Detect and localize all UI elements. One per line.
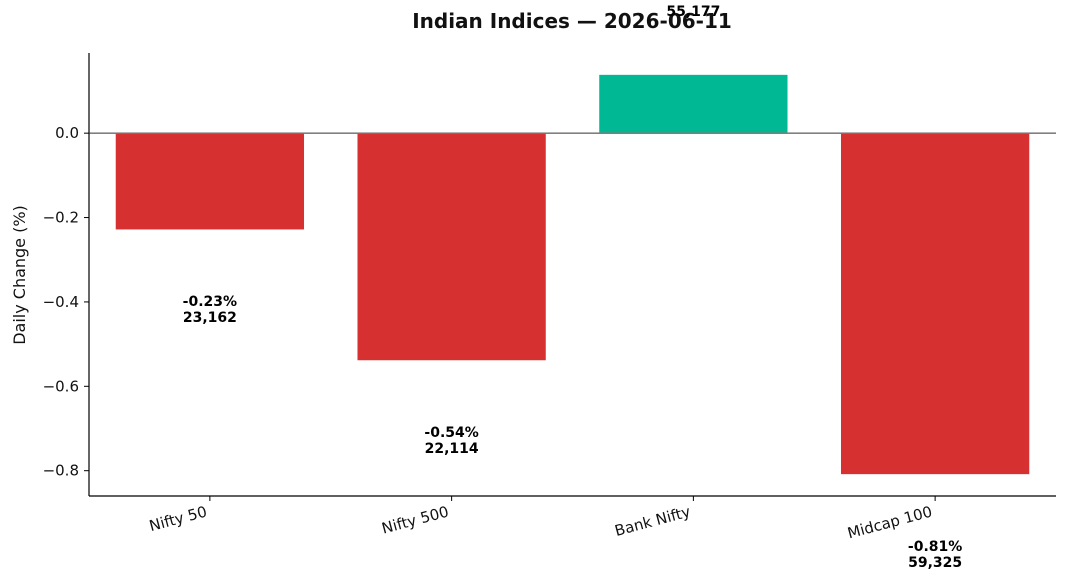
bar-nifty-50 <box>114 132 306 231</box>
y-axis-label: Daily Change (%) <box>10 205 29 345</box>
data-label-change: -0.23% <box>183 294 237 310</box>
data-label-change: +0.14% <box>663 0 723 4</box>
y-tick-label: −0.2 <box>43 209 79 227</box>
bar-midcap-100 <box>839 132 1031 476</box>
data-label-level: 55,177 <box>666 4 720 20</box>
y-tick-label: −0.6 <box>43 377 79 395</box>
bar-nifty-500 <box>355 132 548 362</box>
y-tick-label: −0.8 <box>43 462 79 480</box>
x-tick-label: Midcap 100 <box>845 502 934 542</box>
data-label-level: 23,162 <box>183 310 237 326</box>
data-label-change: -0.54% <box>424 425 478 441</box>
data-label-level: 22,114 <box>425 441 479 457</box>
data-label-level: 59,325 <box>908 555 962 571</box>
data-label-change: -0.81% <box>908 539 962 555</box>
chart-title: Indian Indices — 2026-06-11 <box>412 9 732 33</box>
y-tick-label: −0.4 <box>43 293 79 311</box>
y-tick-label: 0.0 <box>55 124 79 142</box>
plot-area: 0.0 −0.2 −0.4 −0.6 −0.8 Nifty 50 Nifty 500 Bank… <box>43 0 1056 571</box>
x-tick-label: Nifty 50 <box>147 502 209 535</box>
x-tick-label: Nifty 500 <box>380 502 451 537</box>
x-tick-label: Bank Nifty <box>613 502 693 540</box>
bar-bank-nifty <box>597 73 790 134</box>
